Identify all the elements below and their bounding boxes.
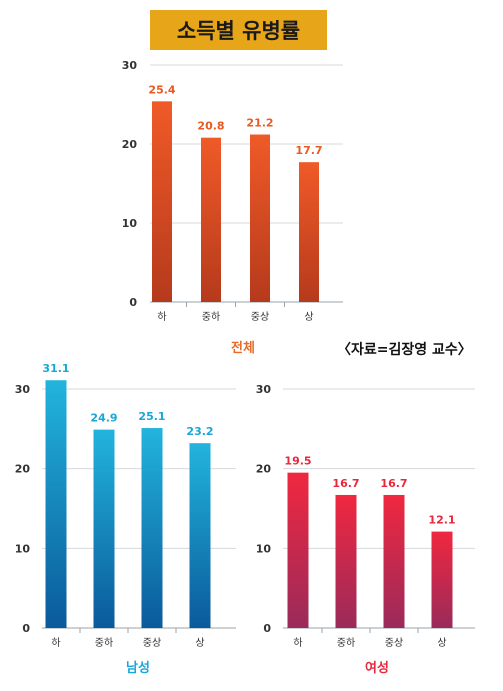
female-bar xyxy=(383,494,405,628)
male-ytick-label: 0 xyxy=(22,622,30,635)
female-ytick-label: 20 xyxy=(256,463,272,476)
source-note: 〈자료=김장영 교수〉 xyxy=(337,342,472,358)
overall-category-label: 중하 xyxy=(202,310,220,323)
male-bar xyxy=(141,428,163,628)
title-box: 소득별 유병률 xyxy=(150,10,327,50)
female-category-label: 하 xyxy=(293,636,302,649)
female-bar xyxy=(431,531,453,628)
male-category-label: 중상 xyxy=(143,637,161,649)
female-category-label: 중상 xyxy=(385,637,403,649)
male-bar-value-label: 31.1 xyxy=(42,362,69,375)
overall-chart-title: 전체 xyxy=(231,340,255,356)
overall-ytick-label: 20 xyxy=(122,138,138,151)
male-ytick-label: 20 xyxy=(15,463,31,476)
male-bar-value-label: 23.2 xyxy=(186,425,213,438)
female-chart-title: 여성 xyxy=(365,660,389,676)
overall-bar xyxy=(201,137,221,302)
female-bar-value-label: 19.5 xyxy=(284,455,311,468)
male-bar xyxy=(45,380,67,628)
female-category-label: 중하 xyxy=(337,636,355,649)
overall-ytick-label: 30 xyxy=(122,59,138,72)
male-bar xyxy=(189,443,211,628)
page-title: 소득별 유병률 xyxy=(176,19,301,43)
male-bar-value-label: 25.1 xyxy=(138,410,165,423)
female-bar xyxy=(287,472,309,628)
female-category-label: 상 xyxy=(437,637,446,649)
overall-category-label: 하 xyxy=(157,310,166,323)
overall-ytick-label: 10 xyxy=(122,217,138,230)
female-ytick-label: 0 xyxy=(263,622,271,635)
male-category-label: 중하 xyxy=(95,636,113,649)
male-bar-value-label: 24.9 xyxy=(90,412,117,425)
overall-bar xyxy=(299,162,319,302)
overall-category-label: 상 xyxy=(304,311,313,323)
overall-category-label: 중상 xyxy=(251,311,269,323)
overall-bar xyxy=(250,134,270,302)
overall-bar-value-label: 25.4 xyxy=(148,83,175,96)
overall-bar-value-label: 20.8 xyxy=(197,120,224,133)
female-bar-value-label: 12.1 xyxy=(428,514,455,527)
male-chart-title: 남성 xyxy=(126,660,150,676)
overall-bar-value-label: 17.7 xyxy=(295,144,322,157)
male-ytick-label: 30 xyxy=(15,383,31,396)
overall-bar-value-label: 21.2 xyxy=(246,117,273,130)
female-ytick-label: 30 xyxy=(256,383,272,396)
female-bar-value-label: 16.7 xyxy=(380,477,407,490)
male-bar xyxy=(93,429,115,628)
female-ytick-label: 10 xyxy=(256,542,272,555)
female-bar-value-label: 16.7 xyxy=(332,477,359,490)
overall-bar xyxy=(152,101,172,302)
overall-ytick-label: 0 xyxy=(129,296,137,309)
male-ytick-label: 10 xyxy=(15,542,31,555)
male-category-label: 상 xyxy=(195,637,204,649)
male-category-label: 하 xyxy=(51,636,60,649)
female-bar xyxy=(335,494,357,628)
